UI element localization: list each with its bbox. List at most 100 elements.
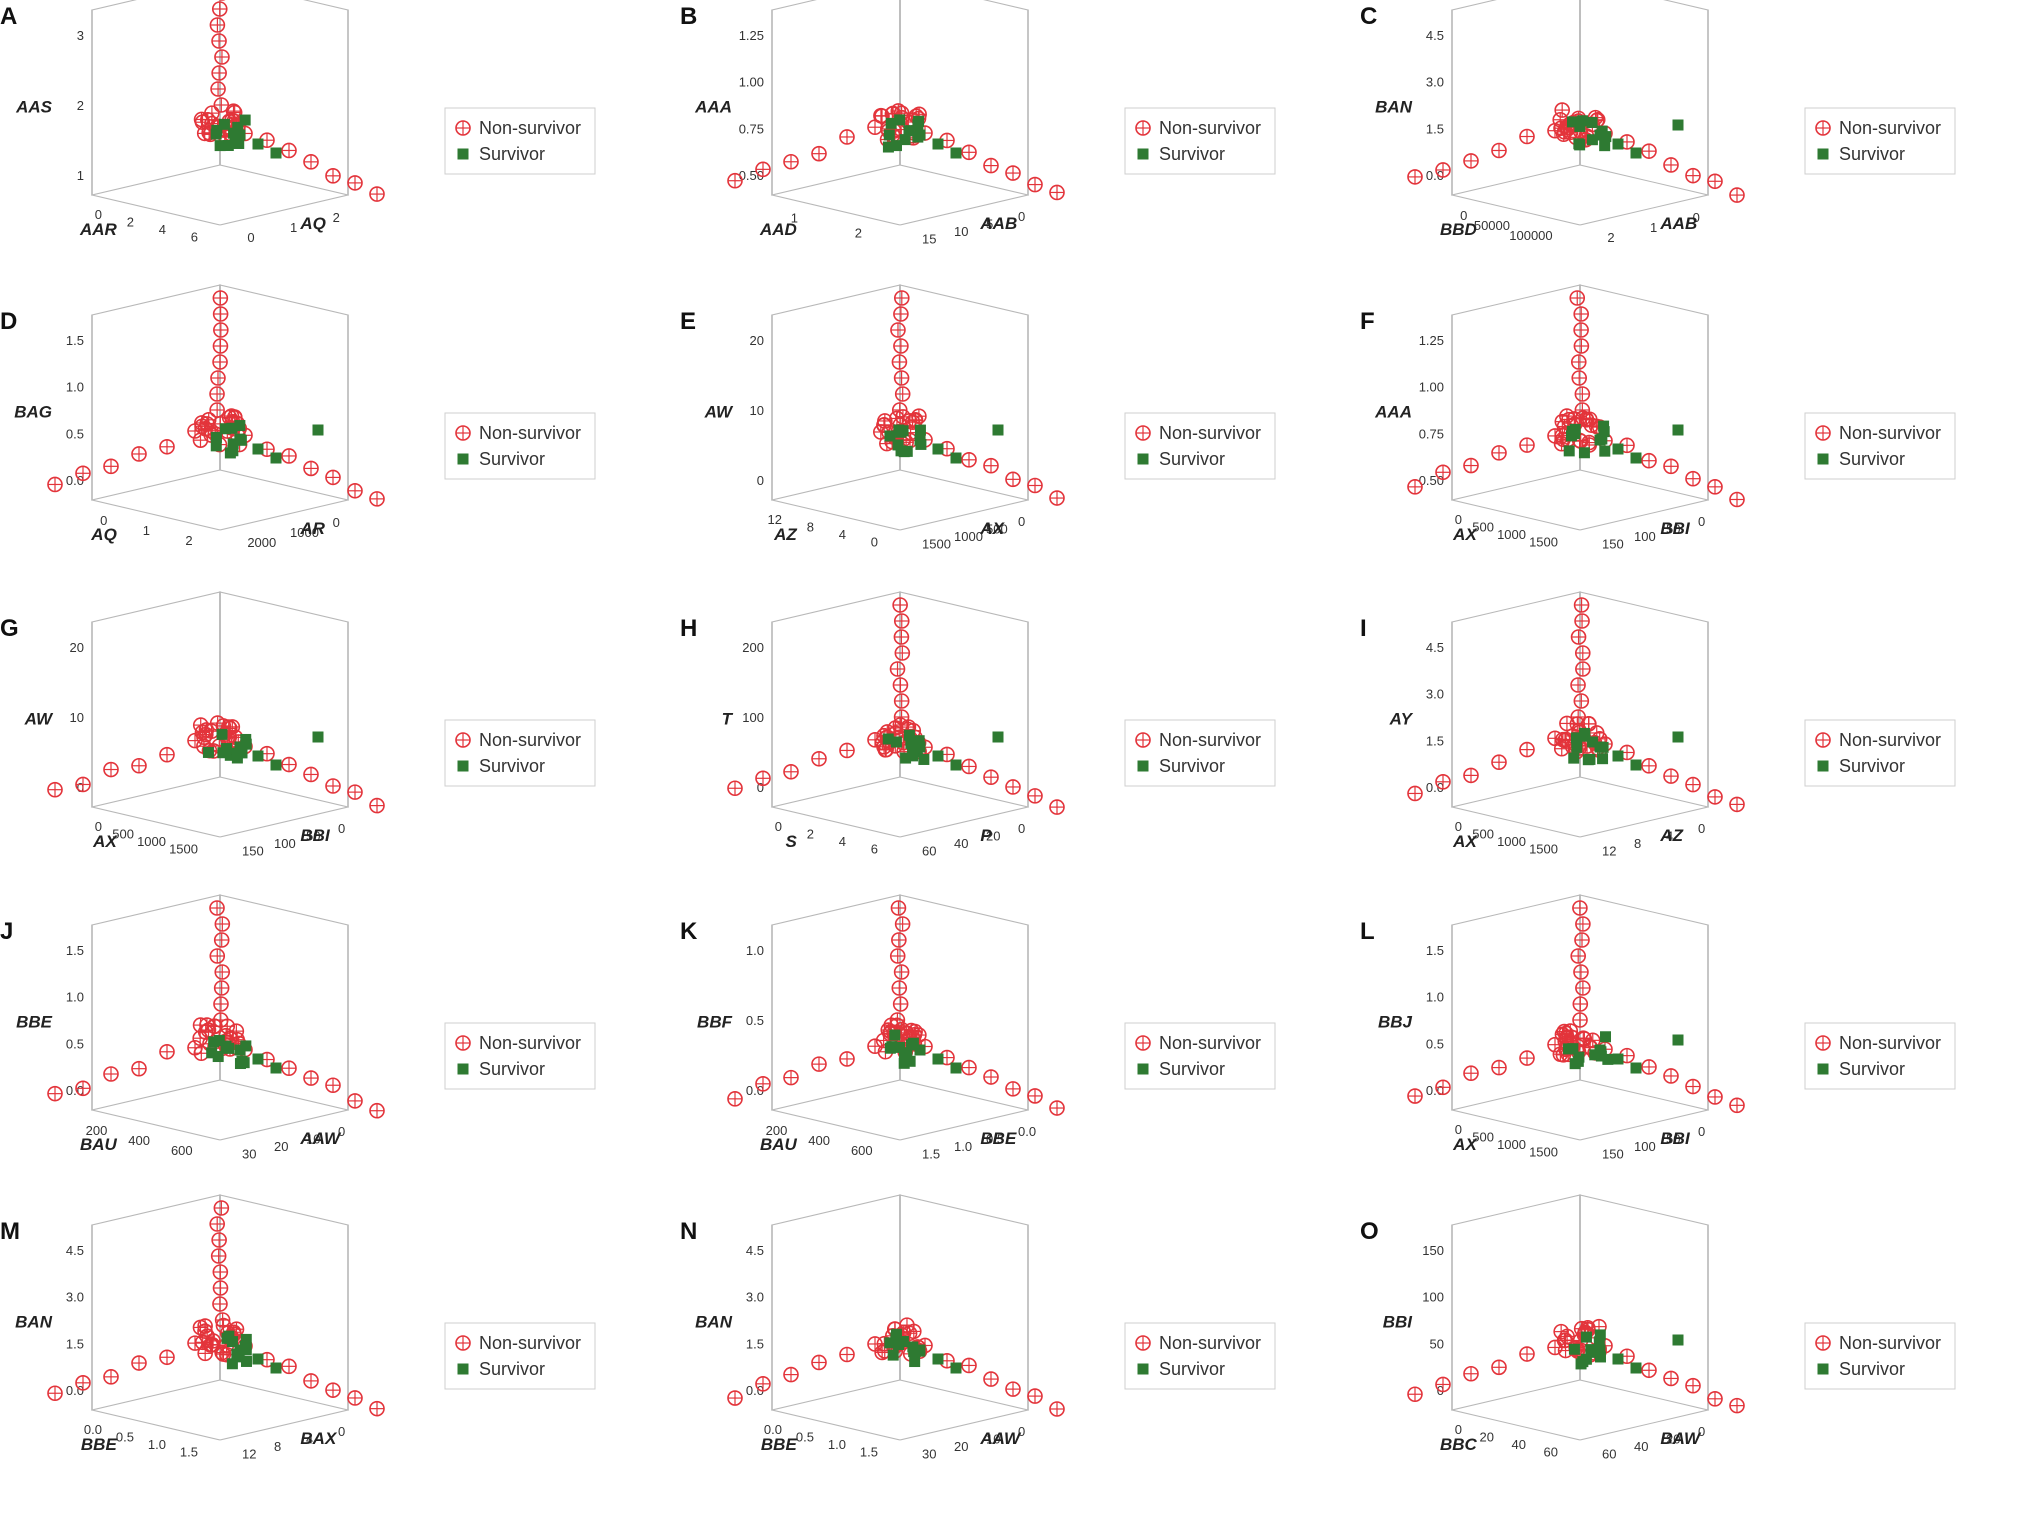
survivor-point: [1567, 1043, 1579, 1055]
survivor-point: [226, 1336, 238, 1348]
x-tick-label: 5: [986, 216, 993, 231]
panel-letter: I: [1360, 615, 1367, 642]
legend-box: [1804, 1322, 1956, 1390]
data-points: [47, 290, 385, 507]
survivor-point: [1630, 759, 1642, 771]
y-tick-label: 1.0: [828, 1437, 846, 1452]
x-tick-label: 8: [1634, 836, 1641, 851]
x-tick-label: 1.5: [922, 1146, 940, 1161]
legend-survivor-marker: [1137, 1363, 1149, 1375]
survivor-point: [1630, 1362, 1642, 1374]
x-tick-label: 100: [1634, 529, 1656, 544]
data-points: [727, 1317, 1065, 1417]
z-tick-label: 1.25: [1419, 333, 1444, 348]
panel-letter: O: [1360, 1218, 1379, 1245]
z-tick-label: 0.0: [66, 473, 84, 488]
survivor-point: [932, 750, 944, 762]
survivor-point: [890, 736, 902, 748]
z-tick-label: 10: [750, 403, 764, 418]
x-tick-label: 0: [338, 1424, 345, 1439]
survivor-point: [218, 118, 230, 130]
survivor-point: [914, 741, 926, 753]
y-axis-label: AX: [1452, 832, 1478, 851]
legend-box: [444, 412, 596, 480]
chart-panel-m: M 4.5 3.0 1.5 0.0 BAN 0.0 0.5 1.0 1.5 BBE 0 4 8 12 BAX N…: [0, 1194, 596, 1461]
z-tick-label: 1.00: [739, 75, 764, 90]
survivor-point: [1573, 138, 1585, 150]
x-axis-label: BBI: [1660, 1129, 1691, 1148]
x-tick-label: 1500: [922, 536, 951, 551]
y-axis-label: AAR: [79, 220, 118, 239]
x-tick-label: 1.0: [954, 1139, 972, 1154]
legend-survivor-label: Survivor: [1159, 1059, 1225, 1079]
axes-box: [91, 0, 349, 226]
z-tick-label: 4.5: [66, 1243, 84, 1258]
x-axis-label: BBE: [980, 1129, 1017, 1148]
survivor-point: [1672, 424, 1684, 436]
legend-survivor-label: Survivor: [1839, 144, 1905, 164]
x-tick-label: 0: [1693, 210, 1700, 225]
panel-letter: E: [680, 308, 696, 335]
x-tick-label: 1: [290, 220, 297, 235]
x-tick-label: 4: [306, 1431, 313, 1446]
survivor-point: [1600, 131, 1612, 143]
legend-box: [1124, 1322, 1276, 1390]
y-tick-label: 0: [95, 819, 102, 834]
survivor-point: [1612, 138, 1624, 150]
data-points: [1407, 1318, 1745, 1414]
panel-letter: H: [680, 615, 697, 642]
legend-box: [444, 1322, 596, 1390]
survivor-point: [224, 749, 236, 761]
legend: Non-survivor Survivor: [1124, 1322, 1276, 1390]
legend-survivor-label: Survivor: [479, 1359, 545, 1379]
survivor-point: [1672, 1334, 1684, 1346]
z-tick-label: 1.5: [66, 333, 84, 348]
survivor-point: [240, 1040, 252, 1052]
axes-box: [771, 894, 1029, 1141]
legend-survivor-marker: [1817, 1363, 1829, 1375]
legend-nonsurvivor-label: Non-survivor: [1159, 1333, 1261, 1353]
y-tick-label: 500: [112, 826, 134, 841]
survivor-point: [1594, 741, 1606, 753]
x-tick-label: 0: [1018, 209, 1025, 224]
z-tick-label: 0.5: [1426, 1036, 1444, 1051]
y-axis-label: AZ: [773, 525, 797, 544]
legend-survivor-marker: [457, 453, 469, 465]
survivor-point: [913, 115, 925, 127]
survivor-point: [914, 1344, 926, 1356]
y-tick-label: 1.5: [860, 1444, 878, 1459]
survivor-point: [239, 114, 251, 126]
survivor-point: [270, 759, 282, 771]
survivor-point: [270, 452, 282, 464]
y-tick-label: 8: [807, 519, 814, 534]
z-tick-label: 1.0: [1426, 990, 1444, 1005]
survivor-point: [1630, 147, 1642, 159]
x-tick-label: 0: [247, 230, 254, 245]
legend: Non-survivor Survivor: [1804, 1322, 1956, 1390]
x-tick-label: 50: [1666, 1131, 1680, 1146]
x-tick-label: 10: [954, 224, 968, 239]
legend-survivor-label: Survivor: [1839, 1359, 1905, 1379]
y-tick-label: 200: [86, 1123, 108, 1138]
survivor-point: [1587, 1346, 1599, 1358]
survivor-point: [212, 1051, 224, 1063]
y-axis-label: BAU: [760, 1135, 798, 1154]
legend-survivor-marker: [457, 1363, 469, 1375]
survivor-point: [252, 750, 264, 762]
x-tick-label: 20: [1666, 1431, 1680, 1446]
legend-survivor-marker: [1817, 760, 1829, 772]
axes-box: [1451, 284, 1709, 531]
survivor-point: [227, 438, 239, 450]
legend-nonsurvivor-label: Non-survivor: [1159, 118, 1261, 138]
survivor-point: [252, 1353, 264, 1365]
x-tick-label: 1000: [954, 529, 983, 544]
x-tick-label: 1000: [290, 525, 319, 540]
y-axis-label: AX: [92, 832, 118, 851]
data-points: [1407, 290, 1745, 508]
z-axis-label: AAS: [15, 98, 53, 117]
y-tick-label: 600: [851, 1143, 873, 1158]
survivor-point: [932, 1353, 944, 1365]
